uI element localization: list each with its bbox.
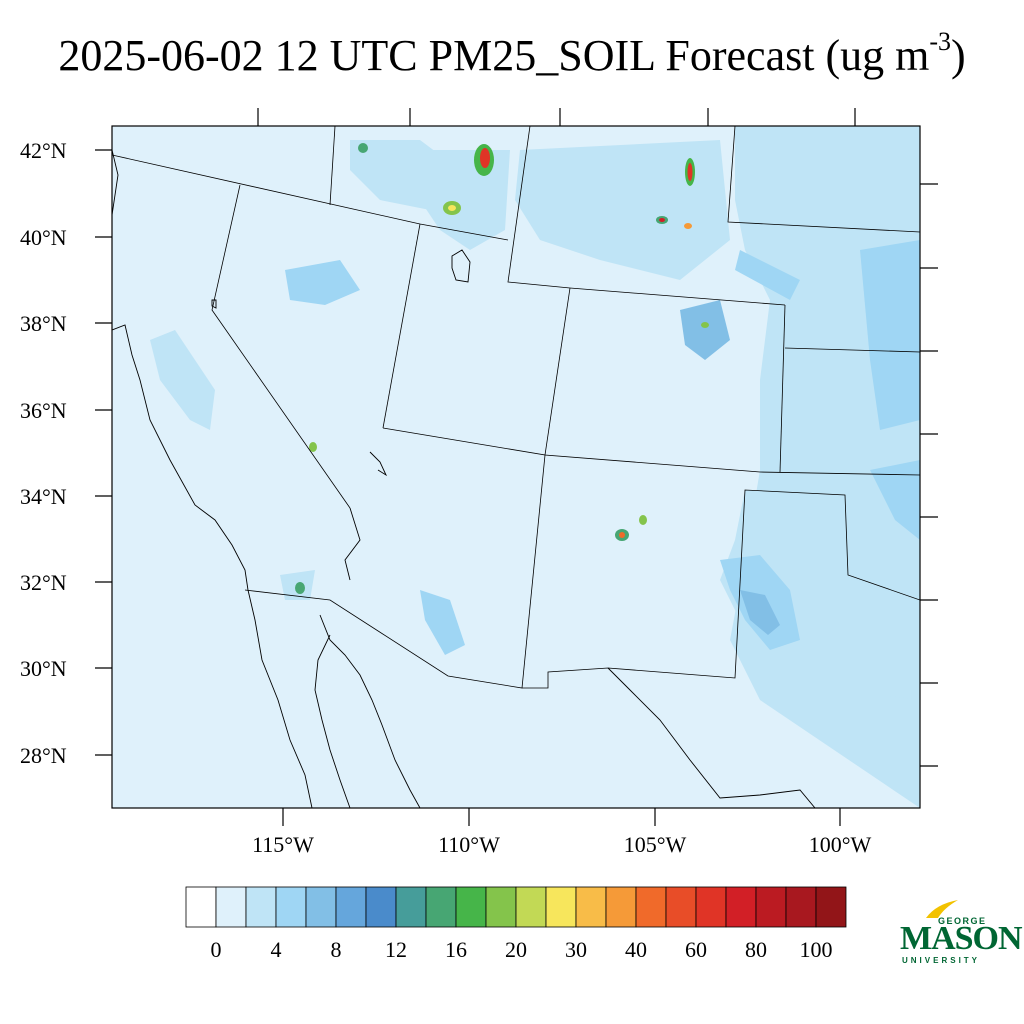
- colorbar-box-13: [575, 886, 607, 928]
- tahoe: [211, 299, 217, 309]
- hotspot-colorado: [701, 322, 709, 328]
- hotspot-idaho: [358, 143, 368, 153]
- colorbar-label-12: 12: [385, 937, 407, 962]
- colorbar-box-17: [695, 886, 727, 928]
- colorbar-box-4: [305, 886, 337, 928]
- colorbar-box-6: [365, 886, 397, 928]
- logo-line-george: GEORGE: [938, 916, 987, 926]
- lat-label-42: 42°N: [20, 138, 67, 163]
- nebraska-strip: [735, 250, 800, 300]
- logo-line-mason: MASON: [900, 920, 1023, 957]
- california-valley: [150, 330, 215, 430]
- hotspot-newmexico-1-core: [619, 532, 625, 538]
- colorbar-label-30: 30: [565, 937, 587, 962]
- colorbar-label-0: 0: [210, 937, 222, 962]
- ks-border: [779, 304, 786, 473]
- nm-tx-border: [522, 489, 920, 689]
- colorbar-box-10: [485, 886, 517, 928]
- colorbar-box-1: [215, 886, 247, 928]
- colorbar: [185, 886, 847, 928]
- lon-label-100: 100°W: [808, 832, 872, 857]
- colorbar-box-18: [725, 886, 757, 928]
- texas-shading: [720, 490, 920, 700]
- kansas-moderate: [860, 240, 920, 430]
- colorbar-box-9: [455, 886, 487, 928]
- colorbar-box-8: [425, 886, 457, 928]
- colorbar-box-11: [515, 886, 547, 928]
- gmu-logo: GEORGE MASON UNIVERSITY: [900, 898, 1023, 972]
- colorbar-box-21: [815, 886, 847, 928]
- hotspot-newmexico-2: [639, 515, 647, 525]
- hotspot-wyoming-4-core: [659, 218, 665, 222]
- colorbar-label-8: 8: [330, 937, 342, 962]
- lat-label-30: 30°N: [20, 656, 67, 681]
- arizona-patch: [420, 590, 465, 655]
- lat-label-40: 40°N: [20, 225, 67, 250]
- texas-high: [740, 590, 780, 635]
- colorbar-box-14: [605, 886, 637, 928]
- hotspot-wyoming-3-core: [687, 163, 693, 181]
- colorbar-box-19: [755, 886, 787, 928]
- lat-label-32: 32°N: [20, 570, 67, 595]
- colorbar-box-20: [785, 886, 817, 928]
- map-title: 2025-06-02 12 UTC PM25_SOIL Forecast (ug…: [58, 27, 966, 80]
- colorbar-label-16: 16: [445, 937, 467, 962]
- colorbar-box-7: [395, 886, 427, 928]
- colorbar-box-16: [665, 886, 697, 928]
- lat-label-38: 38°N: [20, 311, 67, 336]
- lake-mead: [369, 451, 388, 477]
- hotspot-wyoming-2-core: [448, 205, 456, 211]
- lat-label-28: 28°N: [20, 743, 67, 768]
- colorbar-label-80: 80: [745, 937, 767, 962]
- wyoming-patch: [515, 140, 730, 280]
- utah-north-patch: [420, 150, 510, 250]
- colorbar-label-60: 60: [685, 937, 707, 962]
- colorado-river: [344, 507, 361, 581]
- gulf-of-california-west: [314, 634, 351, 808]
- colorbar-box-15: [635, 886, 667, 928]
- colorbar-box-3: [275, 886, 307, 928]
- gulf-of-california-east: [319, 614, 421, 808]
- nv-ut-border: [382, 223, 421, 429]
- colorbar-box-0: [185, 886, 217, 928]
- lat-label-36: 36°N: [20, 398, 67, 423]
- colorado-patch: [680, 300, 730, 360]
- rio-grande: [607, 667, 816, 808]
- hotspot-nevada: [309, 442, 317, 452]
- ok-border: [784, 347, 920, 353]
- coastlines: [112, 149, 816, 808]
- hotspot-wyoming-5: [684, 223, 692, 229]
- oklahoma-moderate: [870, 460, 920, 540]
- colorbar-box-5: [335, 886, 367, 928]
- colorbar-label-100: 100: [799, 937, 833, 962]
- hotspot-sonora: [295, 582, 305, 594]
- colorbar-label-4: 4: [270, 937, 282, 962]
- map-frame: [111, 125, 921, 809]
- ca-nv-border: [211, 184, 351, 509]
- id-wy-border: [329, 126, 336, 206]
- colorbar-box-2: [245, 886, 277, 928]
- lon-label-105: 105°W: [623, 832, 687, 857]
- great-salt-lake: [451, 249, 471, 283]
- colorbar-box-12: [545, 886, 577, 928]
- wy-ne-border: [727, 126, 920, 233]
- colorbar-label-40: 40: [625, 937, 647, 962]
- lon-label-115: 115°W: [252, 832, 314, 857]
- wy-west-border: [507, 126, 786, 306]
- az-ut-border: [244, 427, 546, 689]
- pacific-coast: [112, 149, 313, 808]
- axis-ticks: [95, 108, 938, 826]
- colorbar-label-20: 20: [505, 937, 527, 962]
- hotspot-wyoming-1-core: [480, 148, 490, 168]
- flame-icon: [926, 900, 958, 918]
- nevada-patch: [285, 260, 360, 305]
- state-boundaries: [112, 126, 920, 689]
- lon-label-110: 110°W: [438, 832, 500, 857]
- logo-line-university: UNIVERSITY: [902, 956, 981, 965]
- lat-label-34: 34°N: [20, 484, 67, 509]
- co-ne-border: [544, 287, 920, 476]
